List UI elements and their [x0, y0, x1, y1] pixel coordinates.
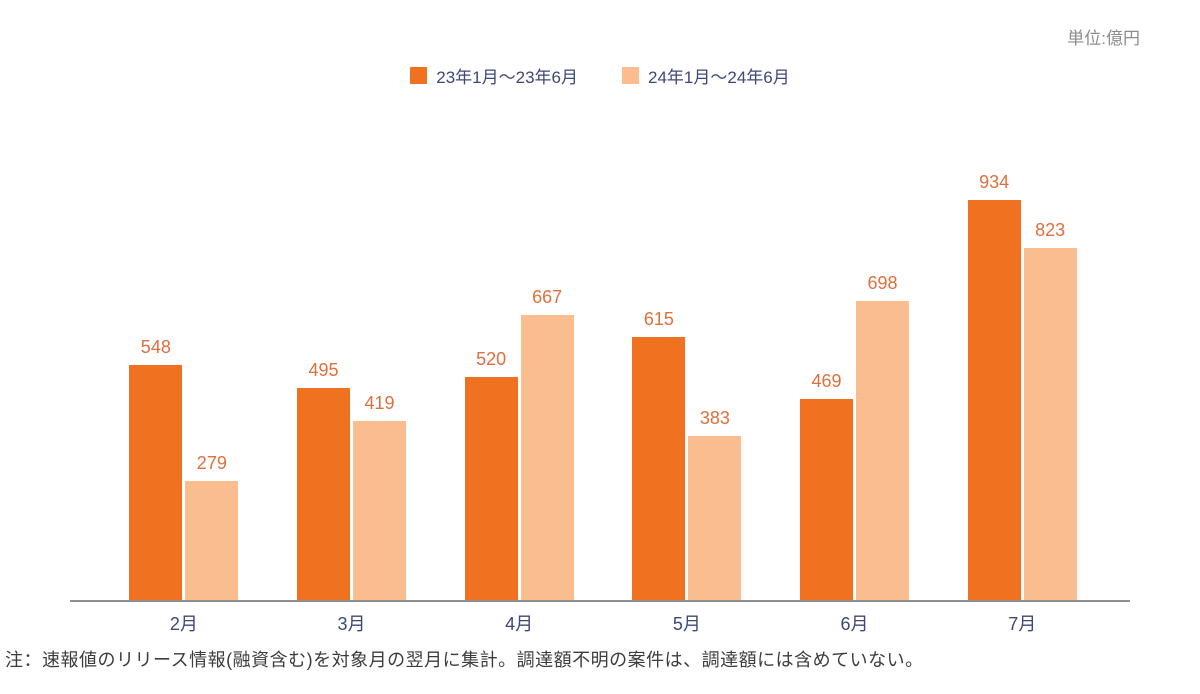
bar-wrap: 469 — [800, 371, 854, 600]
bar-wrap: 520 — [464, 349, 518, 600]
x-axis-label: 5月 — [672, 614, 701, 634]
legend-item: 24年1月～24年6月 — [622, 63, 790, 88]
legend: 23年1月～23年6月 24年1月～24年6月 — [0, 63, 1200, 88]
bar-group: 615 383 — [632, 309, 742, 600]
legend-swatch-icon — [410, 67, 428, 84]
bar — [967, 200, 1021, 600]
bar — [129, 365, 183, 600]
bar — [185, 480, 239, 600]
bar-wrap: 823 — [1023, 220, 1077, 600]
bar-wrap: 383 — [688, 408, 742, 600]
bar — [856, 301, 910, 600]
x-axis-line — [70, 600, 1130, 602]
bar-group: 934 823 — [967, 172, 1077, 600]
bar — [464, 377, 518, 600]
bar — [1023, 247, 1077, 600]
bar — [688, 436, 742, 600]
bar-value-label: 419 — [364, 392, 395, 413]
bar — [297, 388, 350, 600]
bar-value-label: 495 — [308, 360, 339, 381]
bar-value-label: 548 — [140, 337, 171, 358]
bar-wrap: 279 — [185, 453, 239, 600]
bar-value-label: 823 — [1035, 219, 1066, 240]
bar-group-slot: 469 698 — [771, 172, 939, 600]
x-axis-labels: 2月 3月 4月 5月 6月 7月 — [100, 610, 1106, 636]
legend-label: 23年1月～23年6月 — [436, 68, 578, 87]
bar-value-label: 520 — [476, 349, 507, 370]
bar-wrap: 548 — [129, 337, 183, 600]
footnote: 注：速報値のリリース情報(融資含む)を対象月の翌月に集計。調達額不明の案件は、調… — [5, 650, 924, 670]
bar-group-slot: 495 419 — [268, 172, 436, 600]
bar-wrap: 698 — [856, 273, 910, 600]
bar-wrap: 495 — [297, 360, 350, 600]
bar-value-label: 615 — [643, 308, 674, 329]
bar-group-slot: 548 279 — [100, 172, 268, 600]
legend-label: 24年1月～24年6月 — [648, 68, 790, 87]
bar — [800, 399, 854, 600]
x-axis-label: 6月 — [840, 614, 869, 634]
unit-label: 単位:億円 — [1067, 29, 1140, 48]
bar-wrap: 615 — [632, 309, 686, 600]
bar — [632, 336, 686, 600]
bar-chart-plot-area: 548 279 495 419 520 667 615 383 469 698 934 823 — [100, 172, 1106, 600]
bar-group: 469 698 — [800, 273, 910, 600]
bar-group: 495 419 — [297, 360, 406, 600]
bar-value-label: 383 — [699, 408, 730, 429]
x-axis-label: 3月 — [337, 614, 366, 634]
bar-group: 520 667 — [464, 287, 574, 600]
bar-value-label: 667 — [532, 286, 563, 307]
bar-group-slot: 934 823 — [938, 172, 1106, 600]
bar-value-label: 279 — [196, 452, 227, 473]
x-axis-label: 4月 — [505, 614, 534, 634]
bar — [520, 314, 574, 600]
bar-value-label: 934 — [979, 172, 1010, 193]
legend-swatch-icon — [622, 67, 639, 84]
bar-group-slot: 615 383 — [603, 172, 771, 600]
bar-value-label: 698 — [867, 273, 898, 294]
legend-item: 23年1月～23年6月 — [410, 63, 578, 88]
bar-group-slot: 520 667 — [435, 172, 603, 600]
bar-wrap: 419 — [353, 393, 406, 600]
bar — [353, 420, 406, 600]
bar-group: 548 279 — [129, 337, 239, 600]
bar-wrap: 667 — [520, 287, 574, 600]
x-axis-label: 7月 — [1008, 614, 1037, 634]
bar-wrap: 934 — [967, 172, 1021, 600]
bar-value-label: 469 — [811, 371, 842, 392]
x-axis-label: 2月 — [169, 614, 198, 634]
